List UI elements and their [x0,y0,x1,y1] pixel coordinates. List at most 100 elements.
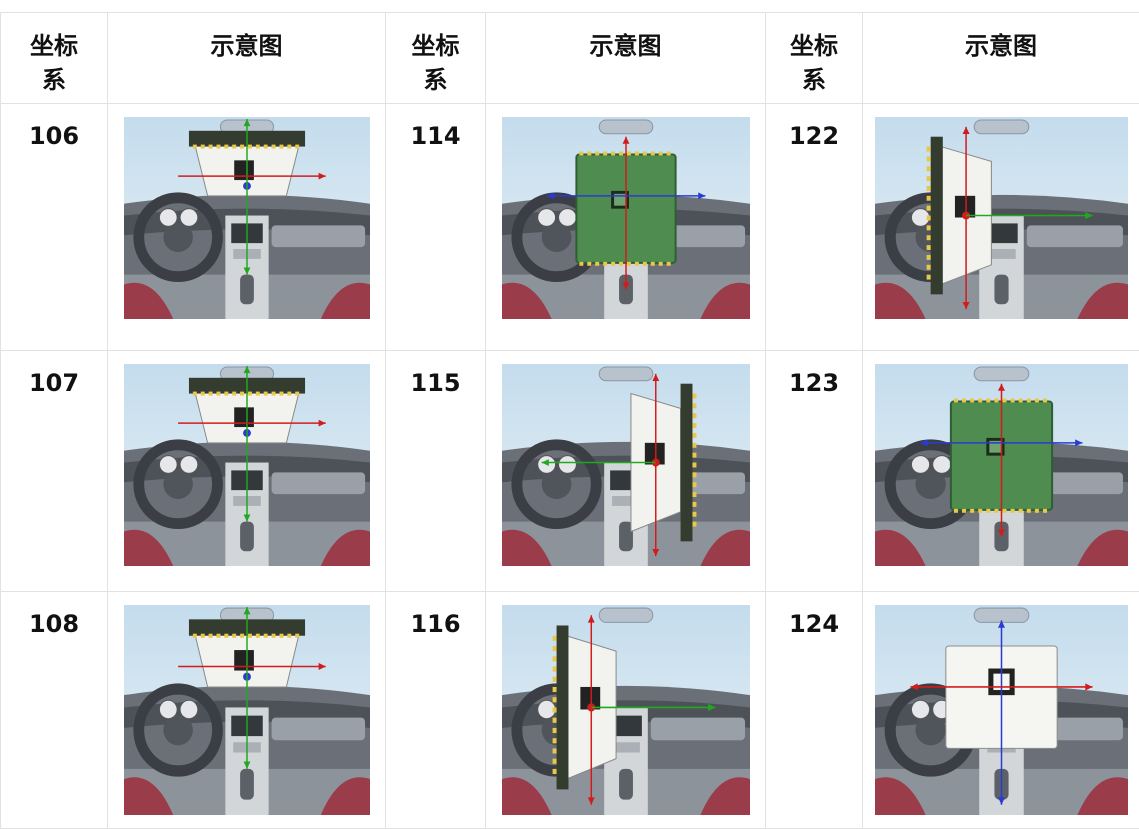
illustration-part [926,166,930,171]
illustration-part [556,625,568,789]
body: 坐标系示意图坐标系示意图坐标系示意图 106 114 122 107 [0,0,1139,774]
illustration-part [240,145,244,149]
illustration-part [537,209,555,227]
illustration-part [1010,509,1014,513]
illustration-cell [108,104,386,351]
illustration-part [634,262,638,266]
illustration-part [558,209,576,227]
illustration-part [159,700,177,718]
coordinate-id: 122 [766,104,863,351]
illustration-part [953,509,957,513]
illustration-part [159,456,177,474]
illustration-part [1034,398,1038,402]
orientation-illustration [875,605,1128,815]
illustration-part [200,634,204,638]
illustration-part [692,482,696,487]
illustration-part [692,413,696,418]
illustration-part [926,255,930,260]
illustration-part [552,636,556,641]
illustration-part [271,392,275,396]
coordinate-id: 114 [386,104,486,351]
table-row: 106 114 122 [1,104,1139,351]
illustration-part [200,145,204,149]
illustration-part [650,151,654,155]
illustration-part [1002,398,1006,402]
illustration-part [1026,509,1030,513]
illustration-part [552,666,556,671]
illustration-part [970,509,974,513]
illustration-part [932,456,950,474]
illustration-part [1018,398,1022,402]
illustration-part [911,700,929,718]
illustration-part [680,384,692,542]
illustration-part [986,509,990,513]
illustration-part [271,145,275,149]
illustration-part [962,398,966,402]
table-body: 106 114 122 107 115 [1,104,1139,829]
illustration-part [926,275,930,280]
illustration-part [611,151,615,155]
illustration-part [650,718,744,741]
illustration-part [970,398,974,402]
illustration-part [1018,509,1022,513]
illustration-part [650,262,654,266]
illustration-part [240,634,244,638]
illustration-part [587,262,591,266]
illustration-part [599,608,653,622]
illustration-part [279,145,283,149]
illustration-part [974,120,1029,134]
coordinate-id: 106 [1,104,108,351]
illustration-part [287,145,291,149]
illustration-part [692,492,696,497]
illustration-part [692,423,696,428]
illustration-part [1034,509,1038,513]
illustration-part [692,502,696,507]
illustration-part [234,160,254,180]
illustration-cell [486,592,766,829]
illustration-part [279,392,283,396]
coordinate-id: 116 [386,592,486,829]
orientation-illustration [502,364,750,566]
illustration-part [595,151,599,155]
illustration-part [224,392,228,396]
illustration-part [552,728,556,733]
illustration-part [1042,509,1046,513]
illustration-part [180,209,198,227]
illustration-cell [108,592,386,829]
illustration-cell [108,351,386,592]
coordinate-id: 123 [766,351,863,592]
illustration-cell [486,104,766,351]
illustration-part [552,646,556,651]
illustration-part [163,469,193,499]
header-row: 坐标系示意图坐标系示意图坐标系示意图 [1,13,1139,104]
illustration-part [552,656,556,661]
illustration-part [295,145,299,149]
illustration-part [240,275,254,305]
illustration-part [994,509,998,513]
illustration-part [541,469,571,499]
illustration-part [200,392,204,396]
illustration-cell [486,351,766,592]
illustration-part [634,151,638,155]
illustration-part [552,687,556,692]
illustration-part [247,145,251,149]
header-cell: 示意图 [108,13,386,104]
illustration-part [587,151,591,155]
illustration-part [224,145,228,149]
illustration-part [994,398,998,402]
illustration-part [232,392,236,396]
illustration-part [926,245,930,250]
illustration-part [986,398,990,402]
illustration-part [552,769,556,774]
illustration-part [692,512,696,517]
illustration-part [626,151,630,155]
illustration-part [692,433,696,438]
illustration-part [247,392,251,396]
illustration-part [1042,398,1046,402]
illustration-part [642,151,646,155]
illustration-part [619,262,623,266]
illustration-part [626,262,630,266]
orientation-illustration [502,117,750,319]
illustration-part [232,145,236,149]
